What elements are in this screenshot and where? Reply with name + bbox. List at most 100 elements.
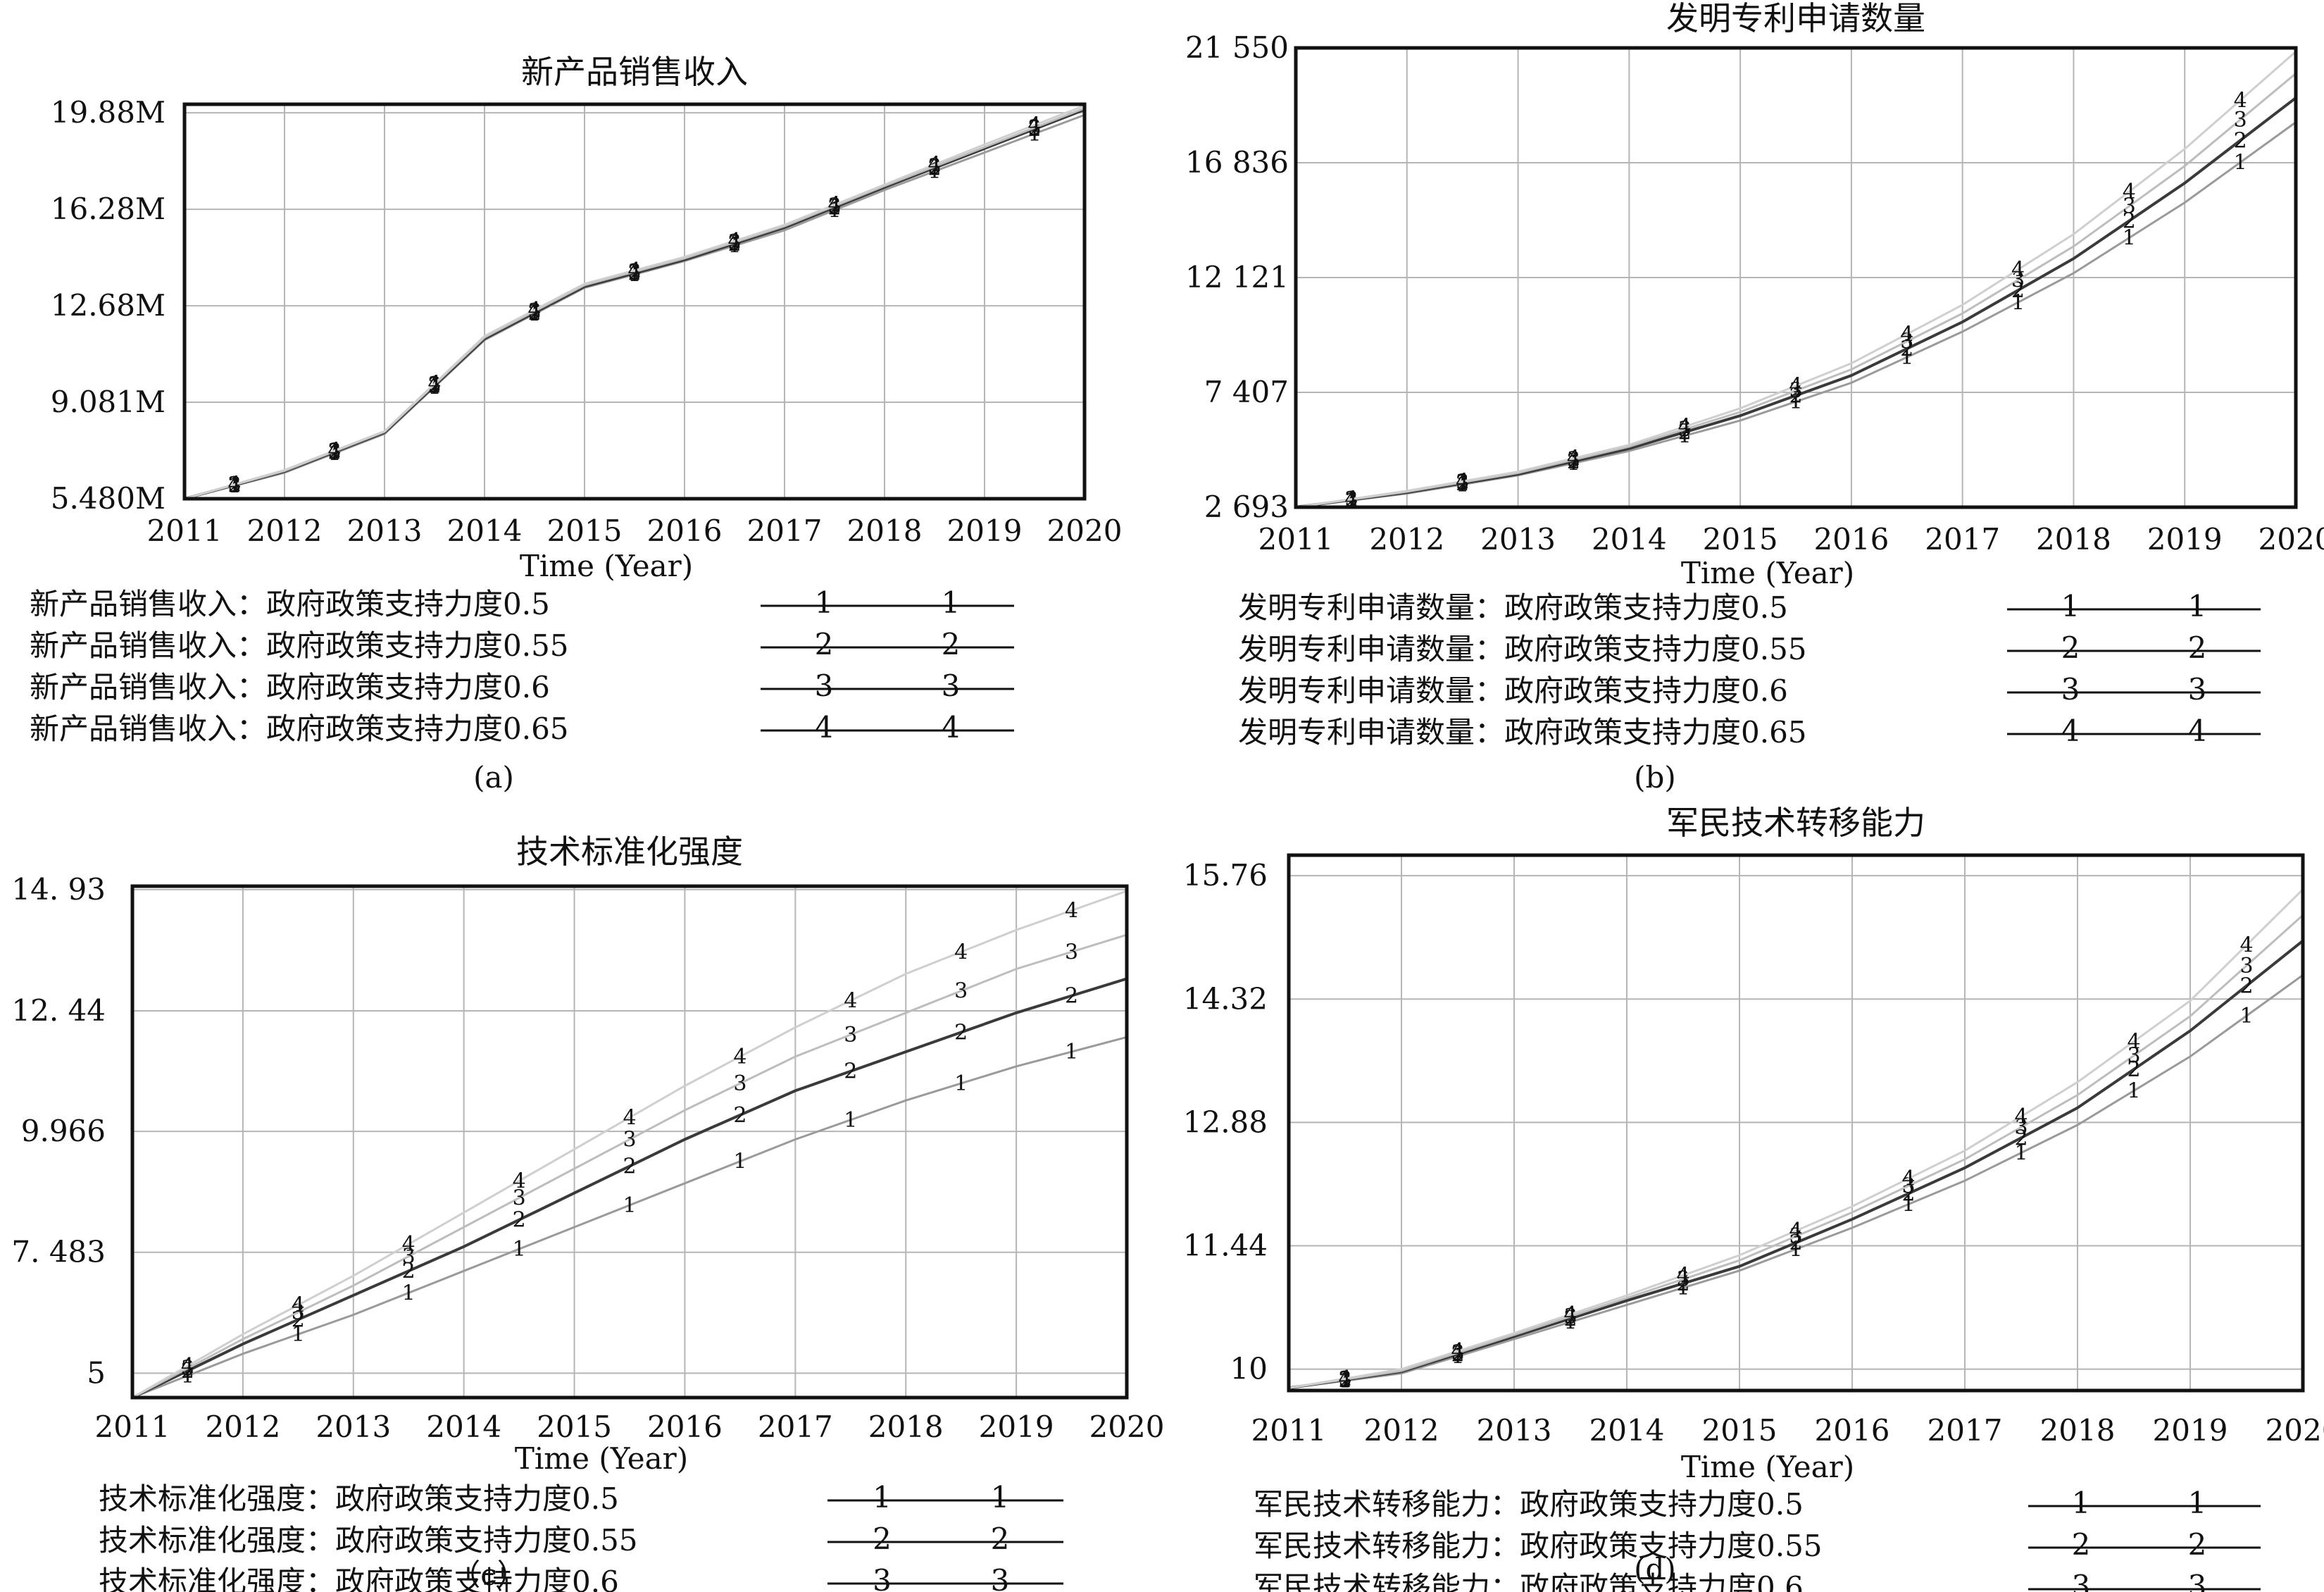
y-tick-label: 15.76 xyxy=(1183,858,1268,893)
y-tick-label: 19.88M xyxy=(51,95,165,130)
x-tick-label: 2017 xyxy=(1928,1413,2003,1448)
series-line-3 xyxy=(184,107,1085,500)
legend-marker: 4 xyxy=(942,710,961,745)
series-marker-3: 3 xyxy=(927,154,941,179)
series-marker-2: 2 xyxy=(2239,974,2253,998)
x-tick-label: 2017 xyxy=(758,1410,833,1444)
y-tick-label: 9.081M xyxy=(51,385,165,419)
series-marker-2: 2 xyxy=(2123,209,2136,233)
series-line-1 xyxy=(1288,974,2304,1389)
series-marker-1: 1 xyxy=(513,1237,526,1262)
series-marker-2: 2 xyxy=(827,195,841,220)
x-tick-label: 2016 xyxy=(647,514,723,548)
series-marker-1: 1 xyxy=(2127,1078,2140,1103)
series-marker-2: 2 xyxy=(513,1208,526,1233)
series-marker-4: 4 xyxy=(727,229,741,254)
series-marker-4: 4 xyxy=(292,1293,305,1318)
grid xyxy=(1295,47,2297,508)
x-tick-label: 2018 xyxy=(868,1410,944,1444)
x-tick-label: 2020 xyxy=(1047,514,1123,548)
series-marker-4: 4 xyxy=(2239,933,2253,958)
series-marker-3: 3 xyxy=(1065,940,1078,964)
series-marker-1: 1 xyxy=(1901,1193,1915,1217)
series-marker-3: 3 xyxy=(1027,116,1041,140)
y-tick-label: 10 xyxy=(1230,1352,1268,1386)
x-tick-label: 2015 xyxy=(1702,1413,1778,1448)
y-axis: 5 7. 483 9.966 12. 44 14. 93 xyxy=(11,872,106,1391)
series-marker-3: 3 xyxy=(627,260,641,285)
y-tick-label: 7 407 xyxy=(1204,375,1289,409)
legend-marker: 3 xyxy=(942,668,961,703)
x-tick-label: 2018 xyxy=(2040,1413,2116,1448)
legend-marker: 1 xyxy=(2061,589,2080,623)
series-marker-4: 4 xyxy=(1789,1219,1802,1243)
x-tick-label: 2019 xyxy=(2153,1413,2228,1448)
legend-marker: 2 xyxy=(2188,630,2207,665)
legend: 军民技术转移能力：政府政策支持力度0.5 1 1 军民技术转移能力：政府政策支持力度0… xyxy=(1254,1486,2261,1592)
x-tick-label: 2014 xyxy=(447,514,523,548)
series-marker-4: 4 xyxy=(1678,415,1692,440)
series-marker-1: 1 xyxy=(623,1193,636,1218)
x-tick-label: 2013 xyxy=(1480,522,1556,556)
legend-marker: 3 xyxy=(2188,1569,2207,1592)
series-line-1 xyxy=(184,113,1085,500)
series-marker-1: 1 xyxy=(954,1071,968,1096)
series-marker-3: 3 xyxy=(181,1357,194,1381)
legend-marker: 1 xyxy=(942,585,961,620)
chart-title: 发明专利申请数量 xyxy=(1666,0,1925,37)
x-tick-label: 2016 xyxy=(647,1410,723,1444)
y-tick-label: 2 693 xyxy=(1204,490,1289,524)
chart-a: 新产品销售收入111111111222222222333333333444444… xyxy=(30,53,1123,795)
series-marker-3: 3 xyxy=(2239,954,2253,978)
legend-label: 新产品销售收入：政府政策支持力度0.5 xyxy=(30,587,550,621)
legend-label: 军民技术转移能力：政府政策支持力度0.5 xyxy=(1254,1487,1804,1522)
x-tick-label: 2012 xyxy=(205,1410,280,1444)
series-marker-2: 2 xyxy=(402,1259,416,1283)
x-tick-label: 2019 xyxy=(979,1410,1054,1444)
series-marker-3: 3 xyxy=(2011,268,2025,292)
chart-c: 技术标准化强度111111111222222222333333333444444… xyxy=(11,833,1165,1592)
series-line-2 xyxy=(1288,940,2304,1390)
series-marker-2: 2 xyxy=(844,1059,857,1084)
x-tick-label: 2015 xyxy=(537,1410,612,1444)
x-tick-label: 2020 xyxy=(1089,1410,1165,1444)
y-tick-label: 21 550 xyxy=(1185,30,1289,65)
series-marker-4: 4 xyxy=(1901,1167,1915,1191)
series-marker-2: 2 xyxy=(1456,471,1469,496)
legend-label: 新产品销售收入：政府政策支持力度0.55 xyxy=(30,628,569,663)
legend: 新产品销售收入：政府政策支持力度0.5 1 1 新产品销售收入：政府政策支持力度0.5… xyxy=(30,585,1014,746)
series-marker-4: 4 xyxy=(427,372,441,397)
legend-label: 军民技术转移能力：政府政策支持力度0.6 xyxy=(1254,1570,1804,1592)
plot-frame xyxy=(182,102,1087,501)
series-marker-2: 2 xyxy=(1567,449,1580,474)
x-tick-label: 2020 xyxy=(2259,522,2324,556)
series-marker-1: 1 xyxy=(327,442,341,466)
legend-marker: 4 xyxy=(815,710,834,745)
y-axis: 2 693 7 407 12 121 16 836 21 550 xyxy=(1185,30,1289,524)
series-marker-4: 4 xyxy=(1789,374,1802,399)
x-axis: 2011 2012 2013 2014 2015 2016 2017 2018 2019 2020 xyxy=(95,1410,1165,1444)
series-marker-4: 4 xyxy=(227,473,241,497)
grid xyxy=(1288,855,2304,1391)
chart-b: 发明专利申请数量11111111122222222233333333344444… xyxy=(1185,0,2324,795)
series-marker-4: 4 xyxy=(954,940,968,964)
series-marker-1: 1 xyxy=(2123,226,2136,251)
legend-label: 技术标准化强度：政府政策支持力度0.6 xyxy=(99,1565,619,1592)
series-marker-2: 2 xyxy=(527,301,541,325)
legend-marker: 1 xyxy=(2188,1486,2207,1520)
series-line-2 xyxy=(132,977,1127,1399)
series-marker-2: 2 xyxy=(2234,128,2247,153)
series-marker-4: 4 xyxy=(844,988,857,1013)
chart-d: 军民技术转移能力11111111122222222233333333344444… xyxy=(1183,804,2324,1592)
series-marker-1: 1 xyxy=(2239,1004,2253,1028)
y-axis: 10 11.44 12.88 14.32 15.76 xyxy=(1183,858,1268,1386)
series-marker-2: 2 xyxy=(2014,1126,2028,1150)
series-marker-4: 4 xyxy=(1451,1339,1464,1364)
series-marker-3: 3 xyxy=(527,299,541,324)
series-marker-2: 2 xyxy=(733,1103,746,1128)
series-line-2 xyxy=(1295,97,2297,509)
series-line-1 xyxy=(132,1036,1127,1399)
series-marker-1: 1 xyxy=(292,1322,305,1347)
series-marker-4: 4 xyxy=(1567,447,1580,471)
